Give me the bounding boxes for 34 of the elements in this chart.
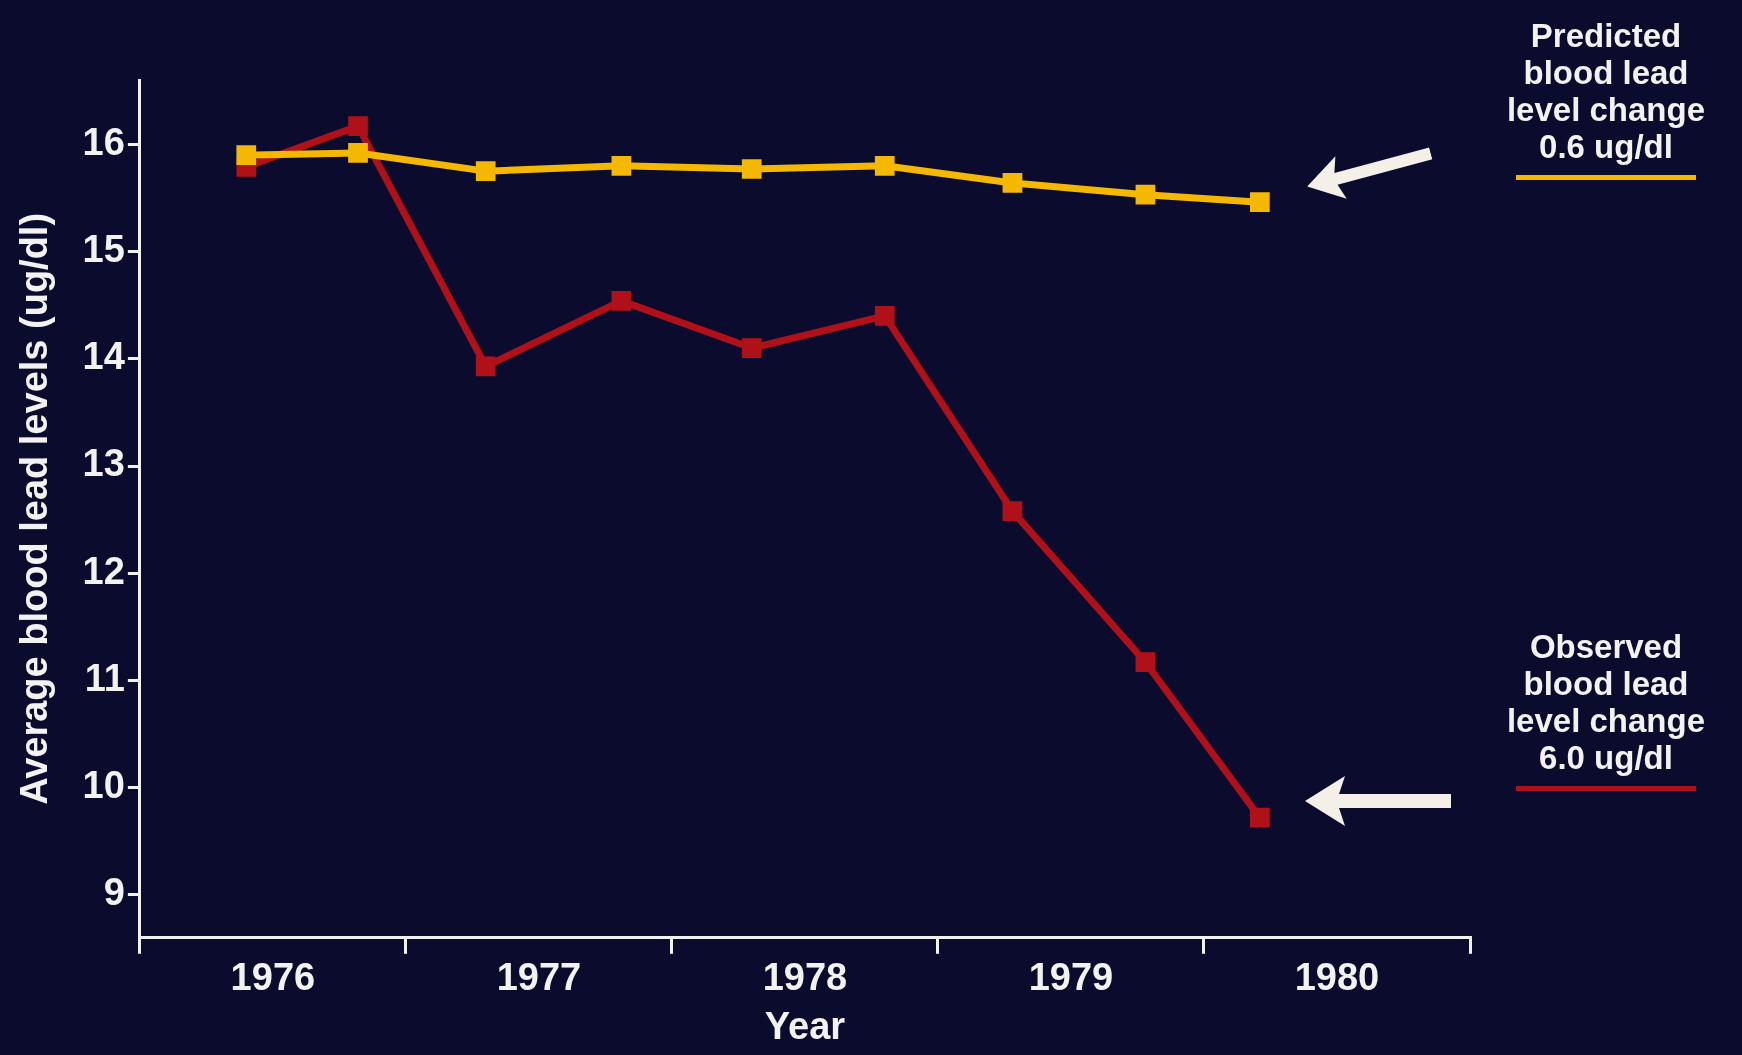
- point: [741, 338, 762, 358]
- point: [475, 356, 496, 377]
- point: [1002, 501, 1023, 521]
- y-tick-label: 13: [82, 442, 125, 485]
- y-tick-label: 15: [82, 228, 125, 271]
- point: [1249, 192, 1270, 213]
- point: [741, 159, 762, 179]
- x-tick-label: 1976: [230, 956, 316, 999]
- point: [348, 143, 368, 163]
- y-axis-title: Average blood lead levels (ug/dl): [13, 212, 56, 805]
- point: [611, 291, 632, 311]
- x-tick-label: 1979: [1028, 956, 1114, 999]
- x-axis-title: Year: [764, 1004, 846, 1047]
- y-tick-label: 10: [82, 764, 125, 807]
- x-tick-label: 1978: [762, 956, 848, 999]
- y-tick-label: 9: [103, 871, 125, 914]
- y-tick-label: 11: [84, 656, 125, 699]
- point: [874, 306, 895, 326]
- point: [348, 116, 368, 136]
- x-tick-label: 1980: [1294, 956, 1380, 999]
- y-tick-label: 12: [82, 549, 125, 592]
- y-tick-label: 16: [82, 120, 125, 163]
- point: [1135, 652, 1156, 673]
- point: [475, 161, 496, 182]
- point: [1249, 807, 1270, 828]
- text: Predicted blood lead level change 0.6 ug/dl: [1505, 17, 1707, 165]
- x-tick-label: 1977: [496, 956, 582, 999]
- point: [874, 155, 895, 176]
- point: [1135, 184, 1156, 205]
- text: Observed blood lead level change 6.0 ug/dl: [1505, 628, 1707, 776]
- point: [1002, 173, 1023, 193]
- point: [611, 155, 632, 176]
- point: [236, 145, 257, 165]
- y-tick-label: 14: [82, 335, 125, 378]
